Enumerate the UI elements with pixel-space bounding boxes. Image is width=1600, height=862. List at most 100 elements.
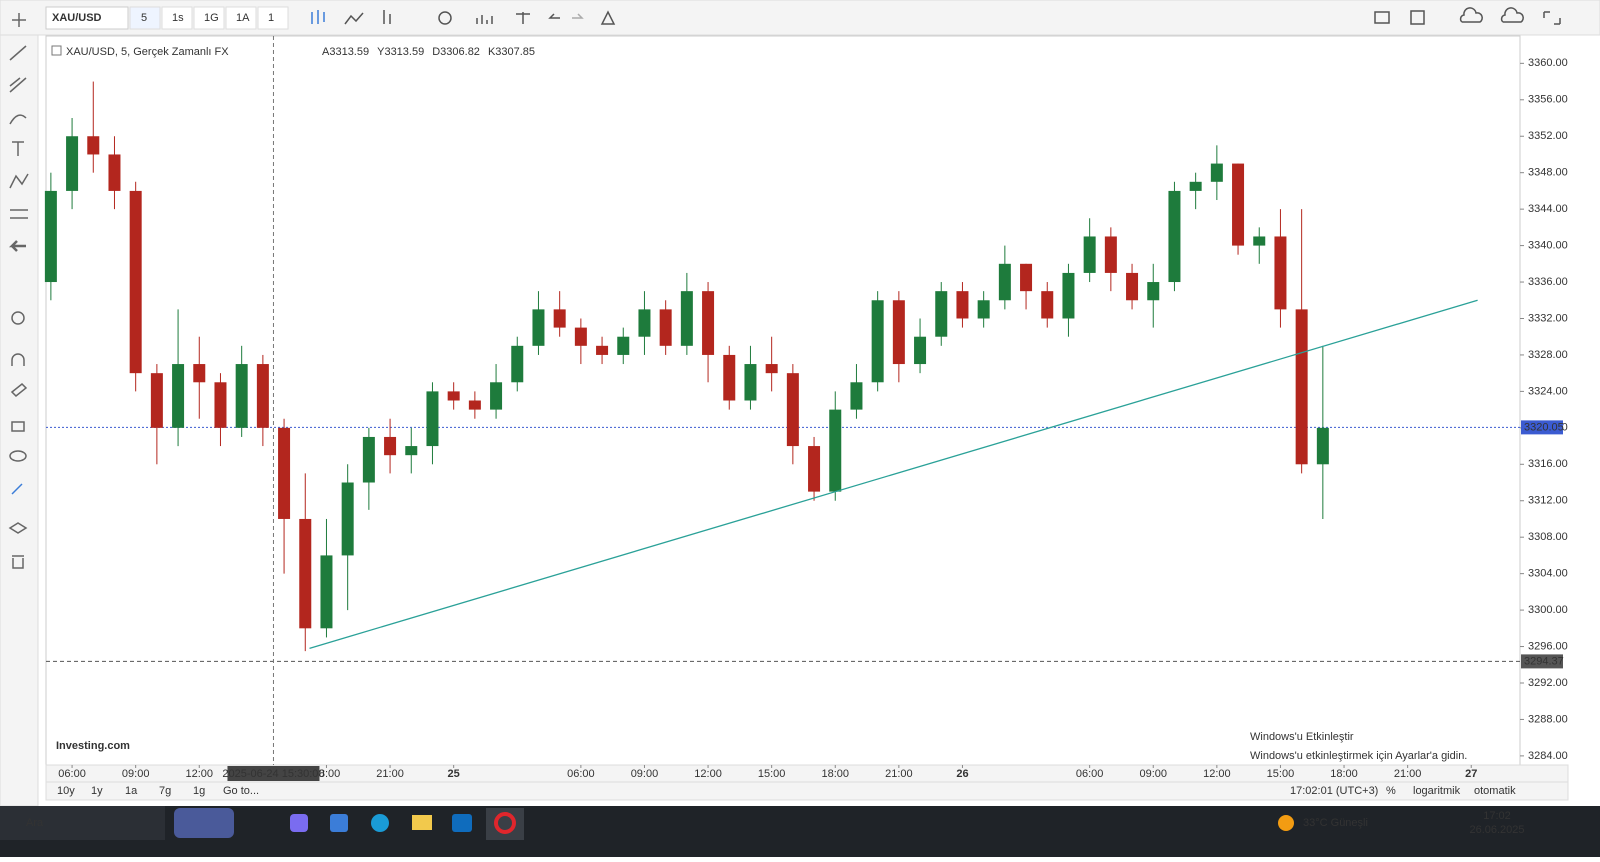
app-opera[interactable] [494, 812, 516, 834]
x-tick-label: 12:00 [1203, 768, 1231, 780]
bar-type-btn[interactable] [383, 10, 391, 24]
candle-body [87, 136, 100, 155]
taskbar-search-text: Ara [26, 817, 44, 829]
measure-tool[interactable] [10, 209, 28, 219]
legend-toggle[interactable] [51, 45, 62, 56]
line-tool[interactable] [9, 45, 27, 61]
scale-btn[interactable] [516, 12, 530, 24]
candle-body [596, 345, 609, 355]
candle-body [1316, 427, 1329, 465]
taskbar-search[interactable] [0, 806, 165, 840]
zoom-tool[interactable] [11, 311, 25, 325]
settings-btn[interactable] [438, 11, 452, 25]
candle-body [405, 446, 418, 456]
app-explorer[interactable] [412, 815, 432, 830]
interval-btn[interactable] [257, 6, 289, 30]
screenshot-btn[interactable] [1374, 11, 1390, 24]
range-btn[interactable]: 1y [91, 785, 103, 797]
candle-body [1168, 190, 1181, 283]
candle-body [490, 382, 503, 410]
candle-type-btn[interactable] [311, 10, 325, 24]
range-btn[interactable]: 1a [125, 785, 138, 797]
x-tick-label: 06:00 [58, 768, 86, 780]
fullscreen-btn[interactable] [1543, 11, 1561, 25]
interval-btn[interactable] [225, 6, 257, 30]
interval-label[interactable]: 1A [236, 12, 250, 24]
y-tick-label: 3316.00 [1528, 458, 1568, 470]
activation-text: Windows'u etkinleştirmek için Ayarlar'a … [1250, 750, 1467, 762]
alert-btn[interactable] [600, 10, 616, 25]
interval-label[interactable]: 1G [204, 12, 219, 24]
text-tool[interactable] [12, 141, 24, 156]
price-line-badge [1521, 654, 1563, 669]
lock-draw-tool[interactable] [10, 382, 28, 398]
y-tick-label: 3296.00 [1528, 640, 1568, 652]
candle-body [299, 518, 312, 629]
indicator-btn[interactable] [344, 12, 364, 25]
x-tick-label: 21:00 [885, 768, 913, 780]
range-btn[interactable]: 1g [193, 785, 205, 797]
app-outlook[interactable] [452, 814, 472, 832]
x-tick-label: 21:00 [1394, 768, 1422, 780]
fib-tool[interactable] [9, 77, 27, 93]
symbol[interactable]: XAU/USD [52, 12, 102, 24]
taskbar-widget[interactable] [174, 808, 234, 838]
x-tick-label: 06:00 [1076, 768, 1104, 780]
app-copilot[interactable] [290, 814, 308, 832]
taskbar-weather: 33°C Güneşli [1303, 817, 1368, 829]
redo-btn[interactable] [572, 13, 584, 19]
undo-btn[interactable] [548, 13, 560, 19]
lock-tool[interactable] [11, 421, 25, 432]
goto-btn[interactable]: Go to... [223, 785, 259, 797]
scale-option[interactable]: logaritmik [1413, 785, 1461, 797]
candle-body [808, 446, 821, 492]
sidebar-icons [8, 13, 29, 569]
candle-body [447, 391, 460, 401]
cloud-save-btn[interactable] [1500, 7, 1524, 23]
interval-label[interactable]: 5 [141, 12, 147, 24]
candle-body [786, 373, 799, 447]
crosshair-tool[interactable] [12, 13, 26, 27]
layers-tool[interactable] [8, 522, 28, 534]
delete-tool[interactable] [12, 555, 24, 569]
candle-body [617, 336, 630, 355]
range-btn[interactable]: 10y [57, 785, 75, 797]
interval-btn[interactable] [193, 6, 225, 30]
x-tick-label: 18:00 [1330, 768, 1358, 780]
cloud-load-btn[interactable] [1459, 7, 1483, 23]
candle-body [1232, 163, 1245, 246]
crosshair-badge [227, 766, 320, 781]
scale-option[interactable]: % [1386, 785, 1396, 797]
candle-body [108, 154, 121, 191]
candle-body [1210, 163, 1223, 182]
x-tick-label: 09:00 [1139, 768, 1167, 780]
y-tick-label: 3360.00 [1528, 57, 1568, 69]
interval-label[interactable]: 1s [172, 12, 184, 24]
visibility-tool[interactable] [9, 450, 27, 462]
range-btn[interactable]: 7g [159, 785, 171, 797]
template-btn[interactable] [1410, 10, 1425, 25]
pattern-tool[interactable] [9, 173, 29, 189]
candle-body [256, 364, 269, 428]
symbol-input[interactable] [45, 6, 129, 30]
compare-btn[interactable] [476, 15, 493, 24]
candle-body [66, 136, 79, 191]
brush-tool[interactable] [9, 114, 27, 125]
interval-btn[interactable] [161, 6, 193, 30]
link-tool[interactable] [11, 483, 23, 495]
app-edge[interactable] [371, 814, 389, 832]
app-store[interactable] [330, 814, 348, 832]
chart-title: XAU/USD, 5, Gerçek Zamanlı FX [66, 46, 229, 58]
candle-body [977, 300, 990, 319]
clock: 17:02:01 (UTC+3) [1290, 785, 1378, 797]
ohlc-value: Y3313.59 [377, 46, 424, 58]
back-tool[interactable] [8, 240, 26, 252]
candle-body [468, 400, 481, 410]
taskbar-date: 26.06.2025 [1469, 824, 1524, 836]
scale-option[interactable]: otomatik [1474, 785, 1516, 797]
interval-btn[interactable] [129, 6, 161, 30]
magnet-tool[interactable] [11, 353, 25, 366]
x-tick-label: 15:00 [758, 768, 786, 780]
interval-label[interactable]: 1 [268, 12, 274, 24]
x-tick-label: 12:00 [186, 768, 214, 780]
